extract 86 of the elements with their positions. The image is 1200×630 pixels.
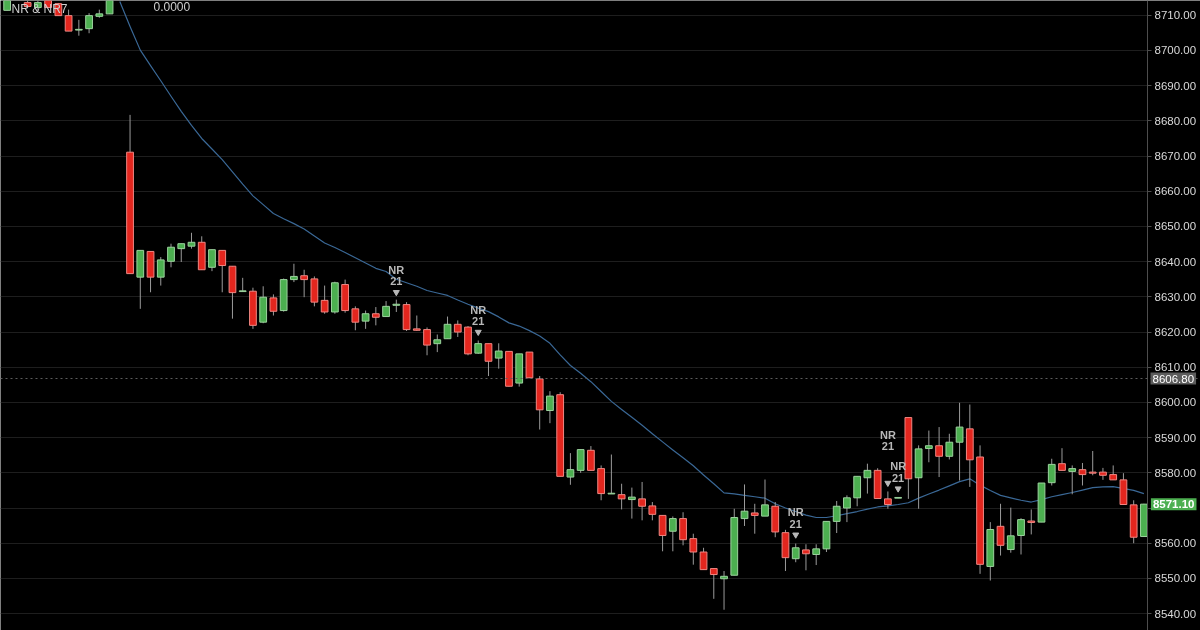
candlestick	[218, 249, 227, 293]
candlestick	[1058, 447, 1066, 471]
candlestick	[167, 243, 175, 268]
candlestick	[761, 479, 769, 517]
y-tick-label: 8550.00	[1154, 572, 1197, 585]
y-tick-label: 8630.00	[1154, 290, 1197, 303]
candlestick	[863, 463, 872, 495]
candlestick	[361, 310, 370, 330]
candlestick	[546, 390, 554, 424]
y-tick-label: 8700.00	[1154, 44, 1197, 57]
candlestick	[208, 249, 216, 272]
point	[474, 329, 482, 337]
candlestick	[607, 454, 616, 495]
candlestick	[699, 547, 708, 571]
y-tick-label: 8610.00	[1154, 361, 1197, 374]
candlestick	[310, 275, 319, 307]
candlestick	[269, 293, 278, 316]
candlestick	[1006, 507, 1015, 554]
y-tick-label: 8660.00	[1154, 185, 1197, 198]
candlestick	[689, 533, 698, 566]
candlestick	[627, 487, 636, 520]
y-tick-label: 8690.00	[1154, 79, 1197, 92]
text: 8571.10	[1152, 498, 1195, 511]
y-tick-label: 8540.00	[1154, 607, 1197, 620]
candlestick	[484, 343, 493, 377]
candlestick	[884, 490, 892, 510]
candlestick	[371, 306, 380, 326]
y-tick-label: 8560.00	[1154, 537, 1197, 550]
candlestick	[1027, 508, 1036, 535]
candlestick	[177, 243, 186, 263]
candlestick	[423, 326, 431, 356]
candlestick	[638, 481, 646, 521]
candlestick	[1099, 467, 1107, 481]
candlestick	[320, 285, 329, 315]
data-label: NR 21	[879, 428, 896, 453]
candlestick	[351, 305, 360, 331]
ref-line-label: 8606.80	[1152, 372, 1195, 385]
candlestick	[924, 430, 933, 463]
y-tick-label: 8600.00	[1154, 396, 1197, 409]
candlestick	[617, 483, 626, 510]
point	[392, 290, 400, 297]
y-tick-label: 8680.00	[1154, 114, 1197, 127]
candlestick	[1017, 517, 1025, 555]
candlestick	[832, 500, 841, 534]
y-tick-label: 8710.00	[1154, 9, 1197, 22]
candlestick	[1088, 450, 1097, 476]
candlestick	[1047, 458, 1056, 486]
candlestick	[750, 503, 759, 535]
candlestick	[955, 402, 964, 482]
candlestick	[300, 269, 309, 298]
candlestick	[945, 433, 954, 460]
data-label: NR 21	[388, 263, 405, 288]
candlestick	[996, 503, 1005, 557]
y-tick-label: 8580.00	[1154, 466, 1197, 479]
y-tick-label: 8670.00	[1154, 150, 1197, 163]
candlestick	[290, 263, 298, 283]
candlestick	[853, 475, 862, 507]
candlestick	[812, 543, 821, 566]
candlestick	[679, 511, 687, 546]
candlestick	[566, 452, 575, 486]
y-tick-label: 8620.00	[1154, 326, 1197, 339]
candlestick	[658, 514, 667, 552]
candlestick	[576, 449, 585, 474]
candlestick	[85, 12, 93, 34]
annotation: 0.0000	[153, 0, 191, 14]
candlestick	[1078, 462, 1087, 486]
candlestick	[740, 483, 749, 527]
point	[894, 486, 902, 493]
candlestick	[720, 570, 728, 611]
candlestick	[709, 568, 718, 600]
candlestick	[443, 316, 452, 340]
candlestick	[648, 501, 657, 521]
candlestick	[587, 445, 595, 471]
candlestick	[668, 515, 677, 552]
y-tick-label: 8590.00	[1154, 431, 1197, 444]
point	[884, 480, 892, 487]
y-tick-label: 8650.00	[1154, 220, 1197, 233]
candlestick	[791, 543, 800, 563]
candlestick	[802, 543, 810, 571]
point	[792, 532, 800, 539]
candlestick	[494, 342, 503, 370]
candlestick	[1068, 464, 1077, 495]
candlestick	[156, 256, 165, 287]
candlestick	[935, 426, 943, 478]
candlestick	[843, 494, 851, 523]
y-tick-label: 8640.00	[1154, 255, 1197, 268]
